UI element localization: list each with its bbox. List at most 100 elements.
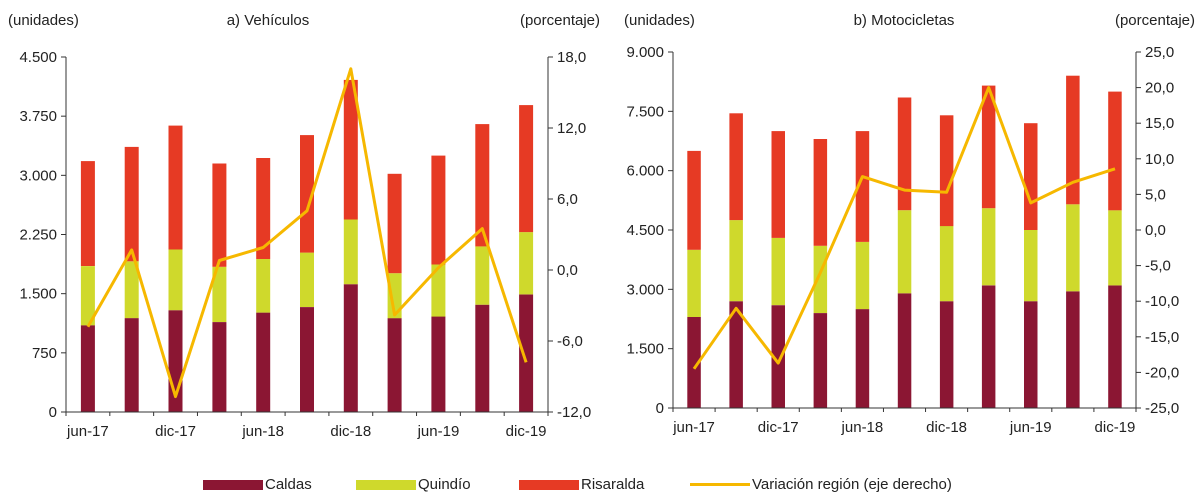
bar-caldas: [1024, 301, 1038, 408]
legend-swatch-caldas: [203, 479, 263, 490]
y2-tick-label: -5,0: [1145, 258, 1171, 275]
chart-vehiculos: (unidades) a) Vehículos (porcentaje) 0 75…: [8, 12, 600, 440]
bar-quindio: [519, 232, 534, 295]
y-tick-label: 4.500: [626, 222, 664, 239]
bar-quindio: [729, 220, 743, 302]
bar-caldas: [387, 318, 402, 412]
bar-risaralda: [431, 155, 446, 265]
bar-risaralda: [256, 158, 271, 259]
bar-quindio: [1108, 210, 1122, 286]
x-tick-label: jun-19: [1009, 419, 1052, 436]
legend-item-caldas: Caldas: [203, 476, 312, 493]
bar-caldas: [475, 304, 490, 412]
y2-tick-label: 20,0: [1145, 80, 1174, 97]
bar-caldas: [212, 322, 227, 412]
legend-label: Quindío: [418, 476, 471, 493]
legend-label: Variación región (eje derecho): [752, 476, 952, 493]
bar-caldas: [431, 316, 446, 412]
y2-tick-label: 0,0: [557, 262, 578, 279]
x-tick-label: dic-17: [155, 423, 196, 440]
bar-quindio: [1024, 230, 1038, 302]
bar-quindio: [387, 273, 402, 319]
legend-swatch-quindio: [356, 479, 416, 490]
bar-caldas: [813, 313, 828, 408]
left-axis-label: (unidades): [8, 12, 79, 29]
bar-caldas: [729, 301, 743, 408]
bar-quindio: [80, 266, 95, 326]
bar-quindio: [475, 246, 490, 305]
y2-tick-label: 5,0: [1145, 186, 1166, 203]
legend-swatch-risaralda: [519, 479, 579, 490]
y2-tick-label: -12,0: [557, 404, 591, 421]
bar-caldas: [939, 301, 954, 408]
bar-quindio: [897, 210, 912, 294]
bar-quindio: [168, 249, 183, 311]
y2-tick-label: -10,0: [1145, 293, 1179, 310]
chart-motocicletas: (unidades) b) Motocicletas (porcentaje) …: [624, 12, 1195, 436]
legend-label: Caldas: [265, 476, 312, 493]
bar-risaralda: [343, 79, 358, 220]
bar-caldas: [897, 293, 912, 408]
y2-tick-label: 12,0: [557, 120, 586, 137]
bar-risaralda: [1108, 91, 1122, 211]
y-tick-label: 7.500: [626, 103, 664, 120]
legend-item-risaralda: Risaralda: [519, 476, 644, 493]
y-tick-label: 0: [656, 400, 664, 417]
bar-risaralda: [813, 139, 828, 246]
bar-caldas: [343, 284, 358, 412]
y-tick-label: 3.000: [19, 167, 57, 184]
legend-item-variacion: Variación región (eje derecho): [690, 476, 952, 493]
bar-caldas: [981, 285, 996, 408]
chart-title: a) Vehículos: [227, 12, 310, 29]
y-tick-label: 750: [32, 345, 57, 362]
bar-risaralda: [387, 173, 402, 274]
x-tick-label: dic-19: [506, 423, 547, 440]
bar-quindio: [212, 266, 227, 322]
right-axis-label: (porcentaje): [1115, 12, 1195, 29]
x-tick-label: jun-18: [241, 423, 284, 440]
chart-title: b) Motocicletas: [854, 12, 955, 29]
right-axis-label: (porcentaje): [520, 12, 600, 29]
bar-quindio: [300, 252, 314, 307]
bar-risaralda: [981, 85, 996, 209]
y2-tick-label: -15,0: [1145, 329, 1179, 346]
legend-swatch-variacion: [690, 483, 750, 486]
bar-quindio: [855, 241, 870, 310]
bar-risaralda: [897, 97, 912, 211]
y2-tick-label: 10,0: [1145, 151, 1174, 168]
bar-quindio: [687, 249, 701, 317]
bar-quindio: [939, 226, 954, 302]
bar-risaralda: [80, 161, 95, 266]
bar-caldas: [124, 318, 139, 412]
x-tick-label: jun-17: [672, 419, 715, 436]
x-tick-label: jun-17: [66, 423, 109, 440]
y2-tick-label: -25,0: [1145, 400, 1179, 417]
bar-risaralda: [519, 105, 534, 233]
y-tick-label: 9.000: [626, 44, 664, 61]
y-tick-label: 1.500: [19, 286, 57, 303]
bar-quindio: [124, 261, 139, 319]
bar-caldas: [1066, 291, 1080, 408]
charts-canvas: (unidades) a) Vehículos (porcentaje) 0 75…: [8, 12, 1195, 440]
y-tick-label: 3.750: [19, 108, 57, 125]
y-tick-label: 0: [49, 404, 57, 421]
bar-quindio: [981, 208, 996, 286]
bar-risaralda: [1024, 123, 1038, 230]
x-tick-label: dic-18: [926, 419, 967, 436]
line-variacion-region: [692, 86, 1116, 370]
bar-quindio: [256, 259, 271, 313]
y-tick-label: 1.500: [626, 341, 664, 358]
bar-risaralda: [771, 131, 785, 238]
bar-risaralda: [168, 125, 183, 250]
x-tick-label: jun-19: [417, 423, 460, 440]
y-tick-label: 3.000: [626, 281, 664, 298]
legend-item-quindio: Quindío: [356, 476, 471, 493]
bar-quindio: [431, 264, 446, 317]
x-tick-label: jun-18: [841, 419, 884, 436]
y2-tick-label: 6,0: [557, 191, 578, 208]
bar-caldas: [771, 305, 785, 408]
bar-caldas: [80, 325, 95, 412]
y-tick-label: 6.000: [626, 163, 664, 180]
y2-tick-label: 15,0: [1145, 115, 1174, 132]
bar-caldas: [256, 312, 271, 412]
